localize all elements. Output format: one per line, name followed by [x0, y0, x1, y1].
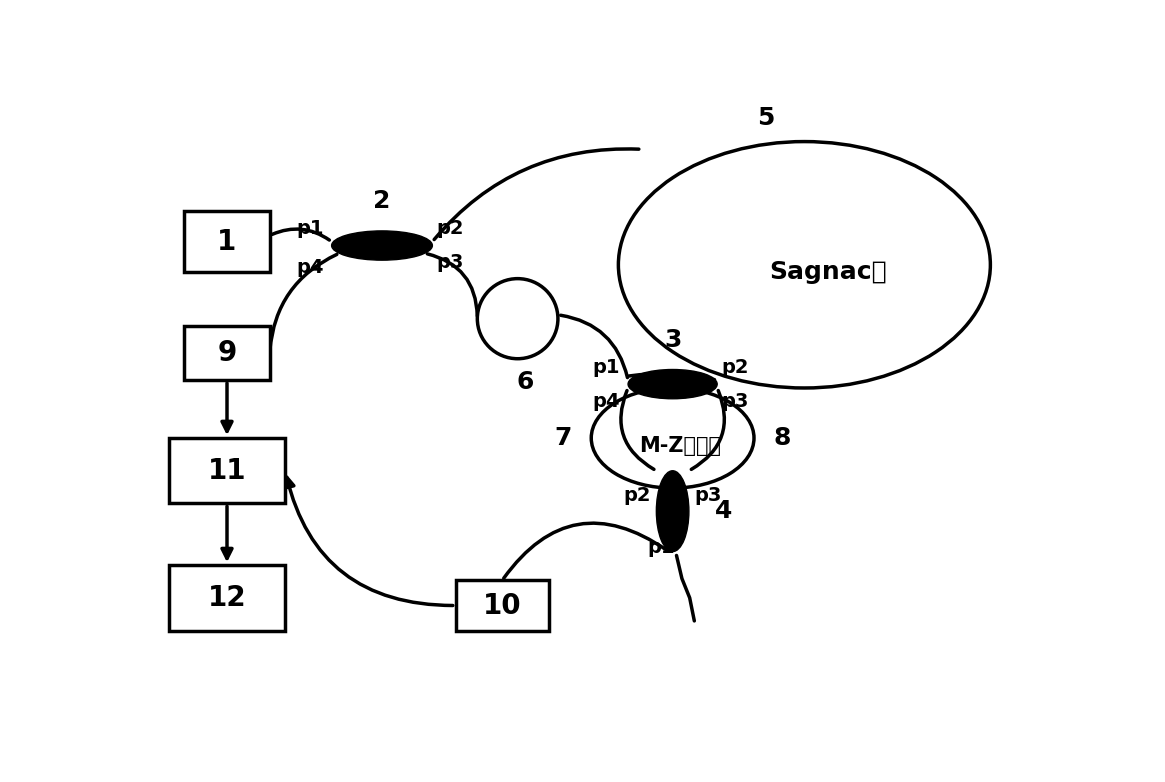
Text: 8: 8	[774, 426, 791, 450]
Text: p2: p2	[436, 219, 464, 238]
Text: 3: 3	[664, 328, 682, 352]
Text: 6: 6	[517, 370, 534, 394]
Text: p2: p2	[721, 357, 749, 377]
Text: 4: 4	[715, 499, 733, 523]
Text: 7: 7	[555, 426, 572, 450]
Text: p1: p1	[296, 219, 324, 238]
FancyBboxPatch shape	[169, 438, 285, 504]
Text: 2: 2	[373, 189, 390, 213]
Text: p3: p3	[721, 392, 748, 411]
Text: p3: p3	[436, 253, 464, 272]
Text: p1: p1	[648, 538, 675, 557]
FancyBboxPatch shape	[456, 580, 549, 630]
Text: 1: 1	[218, 228, 236, 256]
Text: p4: p4	[593, 392, 620, 411]
Ellipse shape	[656, 471, 689, 551]
Text: 5: 5	[757, 106, 775, 130]
Text: 10: 10	[482, 591, 522, 619]
Text: M-Z干涉仳: M-Z干涉仳	[640, 436, 721, 456]
FancyBboxPatch shape	[184, 326, 269, 380]
Text: p2: p2	[623, 486, 651, 505]
Text: 11: 11	[207, 457, 246, 485]
Text: Sagnac环: Sagnac环	[769, 260, 887, 285]
Text: 12: 12	[207, 584, 246, 612]
FancyBboxPatch shape	[184, 211, 269, 272]
Ellipse shape	[628, 370, 718, 399]
Text: p1: p1	[593, 357, 620, 377]
FancyBboxPatch shape	[169, 565, 285, 630]
Text: p4: p4	[296, 257, 324, 277]
Ellipse shape	[332, 231, 432, 260]
Text: 9: 9	[218, 339, 236, 368]
Text: p3: p3	[694, 486, 721, 505]
